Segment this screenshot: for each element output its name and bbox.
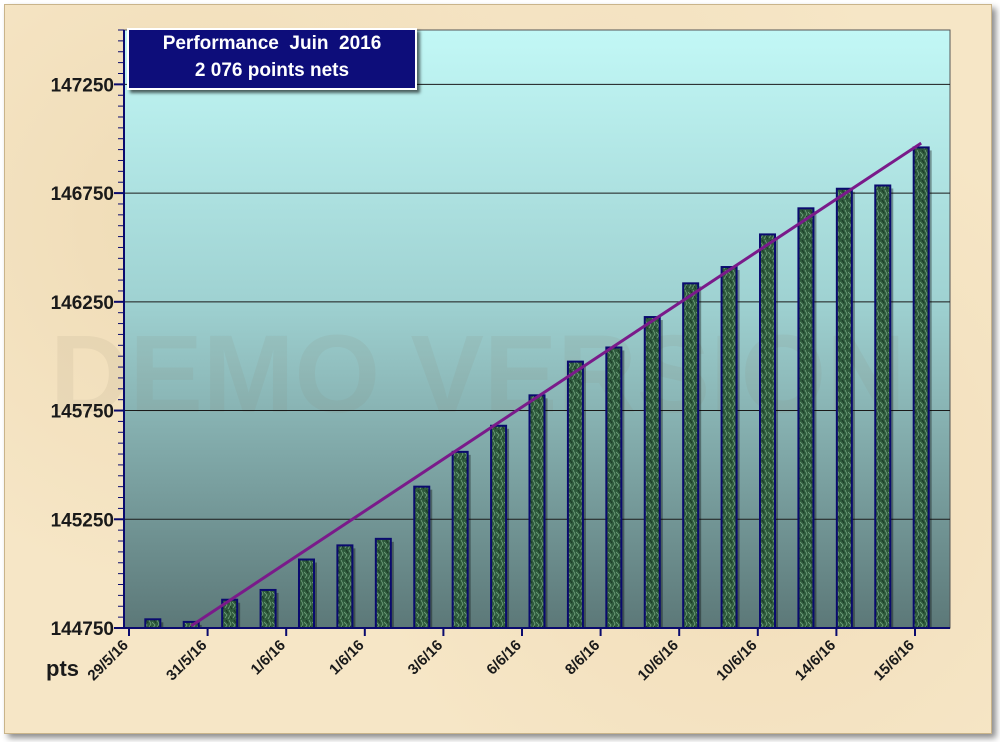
y-axis-label: pts	[46, 656, 79, 681]
bar	[912, 146, 930, 630]
y-tick-label: 146250	[51, 293, 114, 314]
y-tick-label: 145250	[51, 510, 114, 531]
chart-title-box: Performance Juin 2016 2 076 points nets	[127, 28, 417, 90]
bar	[413, 485, 431, 629]
bar	[144, 618, 162, 630]
x-tick-label: 31/5/16	[163, 637, 210, 684]
bar	[835, 187, 853, 629]
bar	[297, 558, 315, 630]
bar	[451, 450, 469, 629]
bar	[720, 266, 738, 629]
x-tick-label: 14/6/16	[792, 637, 839, 684]
bar	[528, 394, 546, 629]
x-ticks	[128, 628, 916, 636]
bar	[874, 184, 892, 629]
y-tick-labels: 144750 145250 145750 146250 146750 147250	[51, 75, 114, 640]
bar	[374, 537, 392, 629]
bar	[682, 282, 700, 629]
x-tick-label: 15/6/16	[870, 637, 917, 684]
y-tick-label: 146750	[51, 184, 114, 205]
x-tick-label: 1/6/16	[248, 637, 290, 679]
bar	[643, 316, 661, 629]
trendline-group	[190, 141, 923, 628]
bar	[336, 544, 354, 629]
x-tick-label: 10/6/16	[635, 637, 682, 684]
x-tick-labels: 29/5/16 31/5/16 1/6/16 1/6/16 3/6/16 6/6/16 8/…	[84, 637, 917, 684]
x-tick-label: 8/6/16	[562, 637, 604, 679]
bar	[566, 360, 584, 629]
x-tick-label: 6/6/16	[483, 637, 525, 679]
y-tick-label: 144750	[51, 619, 114, 640]
bars	[144, 146, 932, 630]
bar	[259, 588, 277, 629]
bar	[490, 424, 508, 629]
y-tick-label: 145750	[51, 402, 114, 423]
chart-title: Performance Juin 2016	[162, 33, 382, 54]
bar	[605, 346, 623, 629]
y-tick-label: 147250	[51, 75, 114, 96]
bar	[759, 233, 777, 629]
x-tick-label: 29/5/16	[84, 637, 131, 684]
trendline	[190, 141, 923, 628]
x-tick-label: 3/6/16	[405, 637, 447, 679]
x-tick-label: 10/6/16	[713, 637, 760, 684]
chart-subtitle: 2 076 points nets	[194, 60, 350, 81]
bar	[797, 207, 815, 630]
x-tick-label: 1/6/16	[326, 637, 368, 679]
